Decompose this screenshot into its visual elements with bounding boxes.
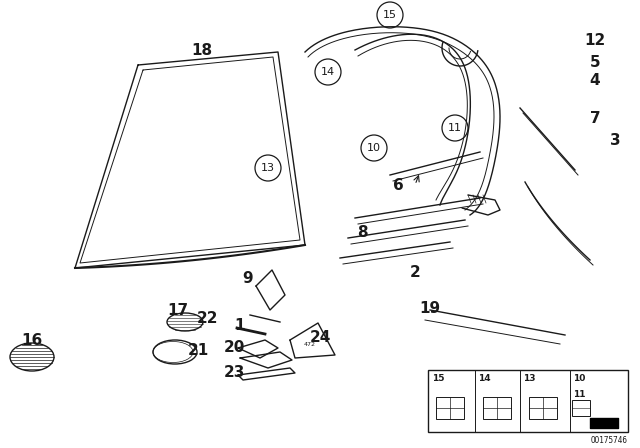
Text: 21: 21 <box>188 343 209 358</box>
Text: OO175746: OO175746 <box>591 436 628 445</box>
Text: 14: 14 <box>321 67 335 77</box>
Text: 5: 5 <box>589 55 600 69</box>
Bar <box>436 397 464 419</box>
Bar <box>483 397 511 419</box>
Text: 15: 15 <box>383 10 397 20</box>
Text: 15: 15 <box>432 374 445 383</box>
Text: 6: 6 <box>392 177 403 193</box>
Bar <box>572 400 590 416</box>
Text: 11: 11 <box>448 123 462 133</box>
Text: 3: 3 <box>610 133 620 147</box>
Text: 4: 4 <box>589 73 600 87</box>
Text: 13: 13 <box>523 374 536 383</box>
Bar <box>529 397 557 419</box>
Text: 1: 1 <box>235 318 245 332</box>
Text: 472: 472 <box>304 341 316 346</box>
Text: 23: 23 <box>223 365 244 379</box>
Text: 8: 8 <box>356 224 367 240</box>
Text: 19: 19 <box>419 301 440 315</box>
Text: 18: 18 <box>191 43 212 57</box>
Text: 10: 10 <box>573 374 586 383</box>
Text: 16: 16 <box>21 332 43 348</box>
Text: 20: 20 <box>223 340 244 354</box>
Text: 9: 9 <box>243 271 253 285</box>
Text: 24: 24 <box>309 329 331 345</box>
Text: 13: 13 <box>261 163 275 173</box>
Text: 12: 12 <box>584 33 605 47</box>
Text: 22: 22 <box>197 310 219 326</box>
Text: 2: 2 <box>410 264 420 280</box>
Text: 11: 11 <box>573 390 586 399</box>
Text: 17: 17 <box>168 302 189 318</box>
Text: 10: 10 <box>367 143 381 153</box>
Bar <box>428 370 628 432</box>
Text: 7: 7 <box>589 111 600 125</box>
Text: 14: 14 <box>478 374 491 383</box>
